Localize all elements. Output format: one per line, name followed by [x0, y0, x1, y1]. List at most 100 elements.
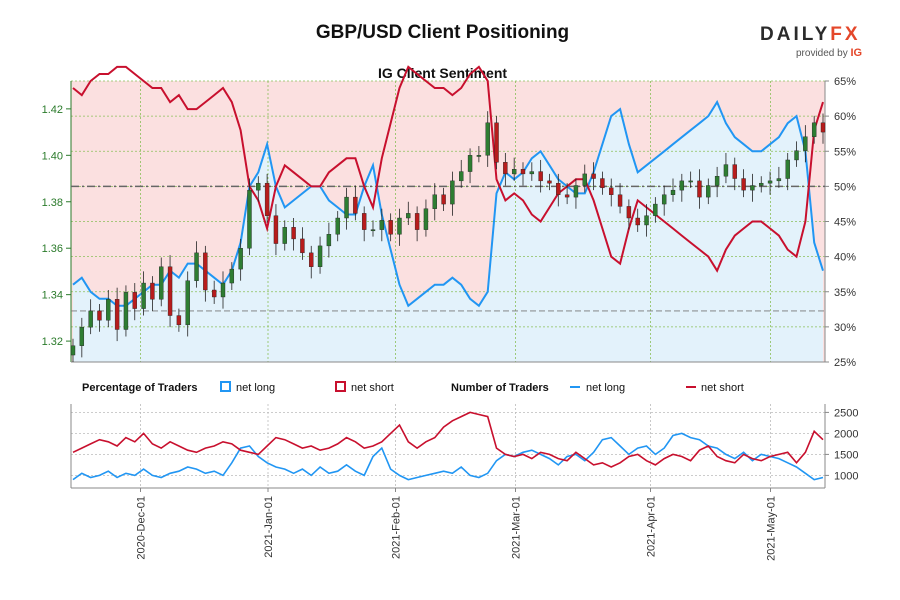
candle-body: [379, 220, 385, 230]
candle-body: [759, 182, 764, 186]
candle-body: [741, 178, 746, 191]
candle-body: [185, 280, 190, 326]
candle-body: [264, 182, 270, 216]
legend-num-short: net short: [701, 382, 744, 394]
x-tick-label: 2021-May-01: [766, 496, 778, 561]
candle-body: [785, 159, 790, 179]
candle-body: [688, 180, 693, 183]
candle-body: [776, 178, 782, 182]
candle-body: [123, 292, 129, 330]
legend-pct-head: Percentage of Traders: [82, 382, 198, 394]
net-short-line: [72, 65, 824, 273]
candle-body: [159, 266, 164, 300]
candle-body: [697, 180, 702, 198]
logo-word-b: FX: [830, 24, 861, 45]
candle-body: [282, 227, 287, 244]
candle-body: [538, 171, 543, 182]
candle-body: [520, 169, 526, 175]
candle-body: [309, 252, 314, 267]
x-tick-label: 2021-Apr-01: [646, 496, 658, 557]
candle-body: [326, 234, 332, 247]
lower-tick-label: 1500: [834, 449, 858, 461]
right-tick-label: 40%: [834, 252, 856, 264]
candle-body: [450, 180, 455, 205]
candle-body: [706, 185, 711, 198]
candle-body: [388, 220, 393, 235]
candle-body: [273, 215, 279, 244]
candle-body: [317, 245, 323, 267]
candle-body: [132, 292, 137, 309]
right-tick-label: 55%: [834, 146, 856, 158]
chart-title: GBP/USD Client Positioning: [315, 22, 570, 43]
candle-body: [494, 122, 499, 163]
candle-body: [503, 162, 508, 175]
candle-body: [300, 238, 305, 254]
candle-body: [88, 310, 93, 328]
right-tick-label: 50%: [834, 181, 856, 193]
candle-body: [617, 194, 623, 207]
lower-tick-label: 2500: [834, 407, 858, 419]
logo-sub-text: provided by: [796, 48, 848, 59]
dailyfx-logo: DAILYFX provided by IG: [760, 24, 870, 59]
candle-body: [547, 180, 552, 184]
candle-body: [150, 282, 155, 300]
x-tick-label: 2021-Jan-01: [263, 496, 275, 558]
candle-body: [723, 164, 729, 177]
candle-body: [141, 282, 146, 309]
candle-body: [564, 194, 570, 198]
candle-body: [485, 122, 490, 156]
left-tick-label: 1.36: [42, 243, 63, 255]
legend-num-long: net long: [586, 382, 625, 394]
candle-body: [803, 136, 808, 151]
candle-body: [670, 189, 676, 195]
candle-body: [106, 299, 111, 321]
candle-body: [626, 206, 632, 219]
legend-num-head: Number of Traders: [451, 382, 549, 394]
candle-body: [679, 180, 685, 191]
lower-tick-label: 2000: [834, 428, 858, 440]
x-tick-label: 2020-Dec-01: [136, 496, 148, 560]
candle-body: [211, 289, 217, 298]
legend-pct-short: net short: [351, 382, 394, 394]
candle-body: [467, 155, 473, 172]
candle-body: [767, 180, 773, 184]
candle-body: [432, 194, 437, 209]
candle-body: [238, 248, 243, 270]
candle-body: [97, 310, 102, 321]
candle-body: [291, 227, 296, 240]
legend: Percentage of Traders net long net short…: [82, 381, 744, 394]
left-tick-label: 1.34: [42, 290, 63, 302]
right-tick-label: 35%: [834, 287, 856, 299]
candle-body: [441, 194, 446, 205]
upper-panel: 25% 30% 35% 40% 45% 50% 55% 60% 65% 1.32 1.34 1.36 1…: [42, 65, 856, 369]
candle-body: [609, 187, 614, 195]
legend-pct-long: net long: [236, 382, 275, 394]
right-tick-label: 45%: [834, 217, 856, 229]
candle-body: [397, 217, 402, 235]
candle-body: [344, 196, 349, 219]
candle-body: [229, 268, 235, 284]
candle-body: [511, 169, 517, 175]
candle-body: [423, 208, 429, 230]
candle-body: [247, 189, 252, 249]
left-tick-label: 1.38: [42, 197, 63, 209]
candle-body: [573, 185, 579, 198]
candle-body: [714, 176, 720, 186]
left-tick-label: 1.32: [42, 336, 63, 348]
candle-body: [600, 178, 605, 189]
candle-body: [582, 173, 587, 186]
candle-body: [370, 229, 376, 232]
right-tick-label: 65%: [834, 76, 856, 88]
candle-body: [459, 171, 464, 182]
candle-body: [750, 185, 755, 191]
candle-body: [794, 150, 799, 161]
candle-body: [167, 266, 173, 316]
candle-body: [529, 171, 535, 175]
logo-word-a: DAILY: [760, 24, 831, 45]
candle-body: [556, 182, 561, 195]
candle-body: [194, 252, 199, 281]
left-tick-label: 1.40: [42, 150, 63, 162]
candle-body: [406, 213, 411, 219]
logo-provided-by: provided by IG: [760, 47, 870, 59]
